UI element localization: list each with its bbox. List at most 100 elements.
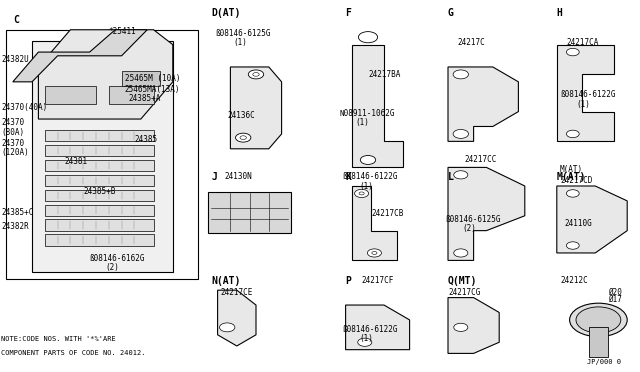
Text: M(AT): M(AT) bbox=[560, 165, 583, 174]
Circle shape bbox=[372, 251, 377, 254]
Text: L: L bbox=[448, 172, 454, 182]
Bar bbox=[45, 175, 154, 186]
Circle shape bbox=[454, 323, 468, 331]
Polygon shape bbox=[448, 167, 525, 260]
Circle shape bbox=[566, 130, 579, 138]
Polygon shape bbox=[346, 305, 410, 350]
Circle shape bbox=[359, 192, 364, 195]
Text: 24381: 24381 bbox=[64, 157, 87, 166]
Polygon shape bbox=[13, 30, 147, 82]
Text: (1): (1) bbox=[576, 100, 590, 109]
Bar bbox=[45, 205, 154, 216]
Polygon shape bbox=[218, 290, 256, 346]
Text: 24382U: 24382U bbox=[1, 55, 29, 64]
Text: 24217CB: 24217CB bbox=[371, 209, 404, 218]
Text: (120A): (120A) bbox=[1, 148, 29, 157]
Text: N(AT): N(AT) bbox=[211, 276, 241, 286]
Text: 24217CG: 24217CG bbox=[448, 288, 481, 296]
Polygon shape bbox=[38, 30, 173, 119]
Text: 24370: 24370 bbox=[1, 139, 24, 148]
FancyBboxPatch shape bbox=[32, 41, 173, 272]
Text: ß08146-6125G: ß08146-6125G bbox=[216, 29, 271, 38]
Circle shape bbox=[253, 73, 259, 76]
Text: ß08146-6125G: ß08146-6125G bbox=[445, 215, 500, 224]
Text: 25465M (10A): 25465M (10A) bbox=[125, 74, 180, 83]
Text: (2): (2) bbox=[106, 263, 120, 272]
Text: 24212C: 24212C bbox=[560, 276, 588, 285]
Text: NOTE:CODE NOS. WITH '*%'ARE: NOTE:CODE NOS. WITH '*%'ARE bbox=[1, 336, 116, 341]
Circle shape bbox=[358, 338, 372, 346]
Circle shape bbox=[248, 70, 264, 79]
Circle shape bbox=[360, 155, 376, 164]
Text: D(AT): D(AT) bbox=[211, 8, 241, 18]
Circle shape bbox=[355, 189, 369, 198]
Polygon shape bbox=[230, 67, 282, 149]
Text: 24110G: 24110G bbox=[564, 219, 592, 228]
Circle shape bbox=[454, 171, 468, 179]
Circle shape bbox=[454, 249, 468, 257]
Text: JP/000 0: JP/000 0 bbox=[587, 359, 621, 365]
Polygon shape bbox=[557, 45, 614, 141]
Text: 24136C: 24136C bbox=[227, 111, 255, 120]
Text: ß08146-6122G: ß08146-6122G bbox=[342, 172, 398, 181]
Text: ß08146-6162G: ß08146-6162G bbox=[90, 254, 145, 263]
Circle shape bbox=[576, 307, 621, 333]
Text: (1): (1) bbox=[360, 182, 374, 190]
Bar bbox=[45, 145, 154, 156]
Text: 24385+B: 24385+B bbox=[83, 187, 116, 196]
FancyBboxPatch shape bbox=[6, 30, 198, 279]
FancyBboxPatch shape bbox=[208, 192, 291, 232]
Bar bbox=[109, 86, 154, 104]
Text: (1): (1) bbox=[360, 334, 374, 343]
Text: K: K bbox=[346, 172, 351, 182]
Text: C: C bbox=[13, 16, 19, 25]
Bar bbox=[122, 71, 160, 86]
Text: 24130N: 24130N bbox=[224, 172, 252, 181]
Circle shape bbox=[570, 303, 627, 337]
Bar bbox=[45, 160, 154, 171]
Bar bbox=[45, 219, 154, 231]
Text: G: G bbox=[448, 8, 454, 18]
Text: 24217CE: 24217CE bbox=[221, 288, 253, 296]
Bar bbox=[45, 234, 154, 246]
Text: (2): (2) bbox=[462, 224, 476, 233]
Bar bbox=[45, 190, 154, 201]
Text: Ø17: Ø17 bbox=[608, 295, 622, 304]
Text: 24217C: 24217C bbox=[458, 38, 485, 47]
Text: F: F bbox=[346, 8, 351, 18]
Text: Q(MT): Q(MT) bbox=[448, 276, 477, 286]
Text: COMPONENT PARTS OF CODE NO. 24012.: COMPONENT PARTS OF CODE NO. 24012. bbox=[1, 350, 146, 356]
Bar bbox=[45, 86, 96, 104]
Text: M(AT): M(AT) bbox=[557, 172, 586, 182]
Text: 24370: 24370 bbox=[1, 118, 24, 127]
Polygon shape bbox=[352, 45, 403, 167]
Text: 25465MA(13A): 25465MA(13A) bbox=[125, 85, 180, 94]
Text: J: J bbox=[211, 172, 217, 182]
Text: (1): (1) bbox=[355, 118, 369, 127]
Text: *25411: *25411 bbox=[109, 27, 136, 36]
Circle shape bbox=[453, 129, 468, 138]
Text: 24382R: 24382R bbox=[1, 222, 29, 231]
Polygon shape bbox=[448, 298, 499, 353]
Text: 24217CD: 24217CD bbox=[560, 176, 593, 185]
Text: 24217CC: 24217CC bbox=[464, 155, 497, 164]
Text: 24217BA: 24217BA bbox=[368, 70, 401, 79]
Circle shape bbox=[358, 32, 378, 43]
Circle shape bbox=[236, 133, 251, 142]
Text: 24385+A: 24385+A bbox=[128, 94, 161, 103]
Text: (1): (1) bbox=[234, 38, 248, 47]
Text: Ø20: Ø20 bbox=[608, 288, 622, 296]
Text: ß08146-6122G: ß08146-6122G bbox=[342, 325, 398, 334]
Text: P: P bbox=[346, 276, 351, 286]
Text: Ν08911-1062G: Ν08911-1062G bbox=[339, 109, 395, 118]
Circle shape bbox=[367, 249, 381, 257]
Text: (80A): (80A) bbox=[1, 128, 24, 137]
Circle shape bbox=[240, 136, 246, 140]
Circle shape bbox=[453, 70, 468, 79]
Circle shape bbox=[566, 190, 579, 197]
Polygon shape bbox=[448, 67, 518, 141]
Circle shape bbox=[220, 323, 235, 332]
Text: ß08146-6122G: ß08146-6122G bbox=[560, 90, 616, 99]
Text: H: H bbox=[557, 8, 563, 18]
Bar bbox=[45, 130, 154, 141]
